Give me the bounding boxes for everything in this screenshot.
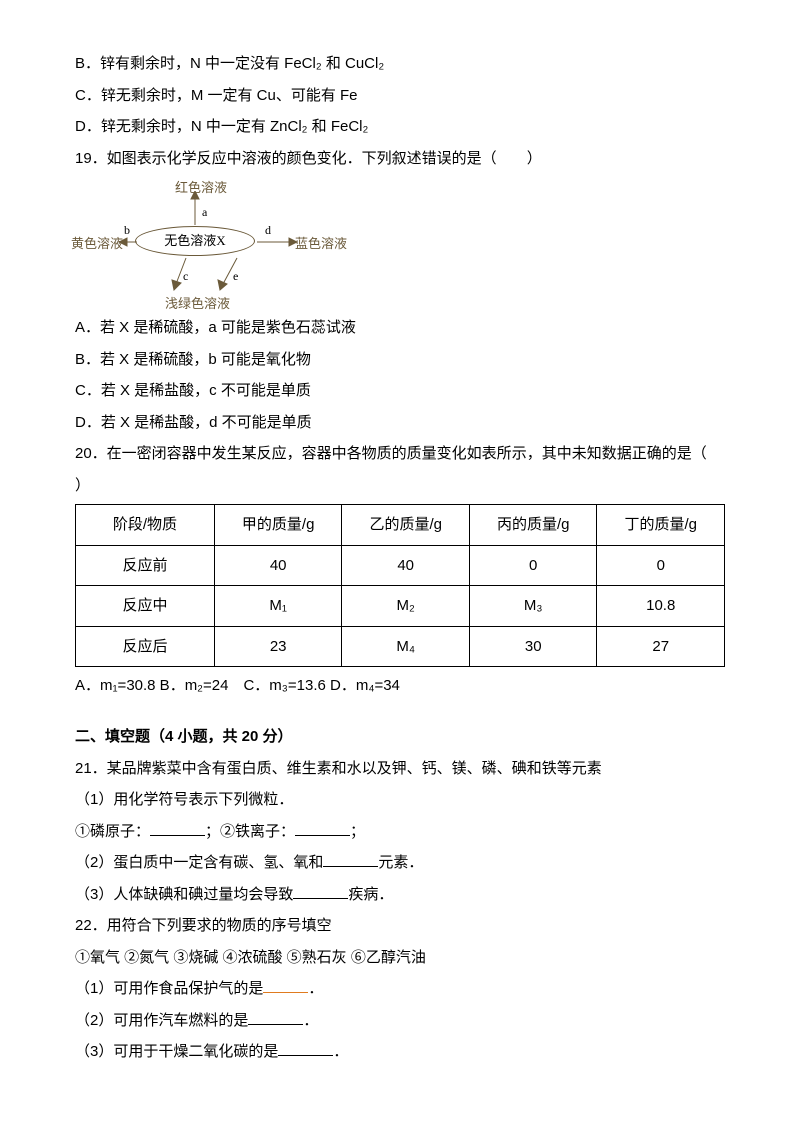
table-cell: 10.8 xyxy=(597,586,725,627)
q21-p2b: 元素． xyxy=(378,854,423,871)
table-cell: M₁ xyxy=(214,586,342,627)
arrow-a xyxy=(188,191,202,227)
table-row: 阶段/物质 甲的质量/g 乙的质量/g 丙的质量/g 丁的质量/g xyxy=(76,505,725,546)
diagram-center-label: 无色溶液X xyxy=(135,226,255,256)
table-header: 丙的质量/g xyxy=(469,505,597,546)
q21-p3b: 疾病． xyxy=(348,886,393,903)
lbl-d: d xyxy=(265,218,271,243)
q21-p2a: （2）蛋白质中一定含有碳、氢、氧和 xyxy=(75,854,323,871)
table-cell: M₂ xyxy=(342,586,470,627)
table-cell: 反应后 xyxy=(76,626,215,667)
q19-option-b: B．若 X 是稀硫酸，b 可能是氧化物 xyxy=(75,344,725,376)
table-cell: 40 xyxy=(214,545,342,586)
table-header: 乙的质量/g xyxy=(342,505,470,546)
diagram-left-label: 黄色溶液 xyxy=(71,230,123,257)
fill-blank[interactable] xyxy=(263,978,308,993)
q21-p1c: ； xyxy=(350,823,365,840)
q22-p3a: （3）可用于干燥二氧化碳的是 xyxy=(75,1043,278,1060)
q21-p1b: ；②铁离子： xyxy=(205,823,295,840)
q21-p1a: ①磷原子： xyxy=(75,823,150,840)
table-header: 阶段/物质 xyxy=(76,505,215,546)
q22-p1: （1）可用作食品保护气的是 ． xyxy=(75,973,725,1005)
fill-blank[interactable] xyxy=(248,1010,303,1025)
table-cell: 30 xyxy=(469,626,597,667)
diagram-bottom-label: 浅绿色溶液 xyxy=(165,290,230,317)
q21-p3: （3）人体缺碘和碘过量均会导致 疾病． xyxy=(75,879,725,911)
q19-diagram: 红色溶液 黄色溶液 蓝色溶液 浅绿色溶液 无色溶液X a b d c e xyxy=(75,178,365,308)
q21-p1: （1）用化学符号表示下列微粒． xyxy=(75,784,725,816)
table-cell: M₄ xyxy=(342,626,470,667)
section-2-title: 二、填空题（4 小题，共 20 分） xyxy=(75,721,725,753)
table-cell: 0 xyxy=(469,545,597,586)
q21-stem: 21．某品牌紫菜中含有蛋白质、维生素和水以及钾、钙、镁、磷、碘和铁等元素 xyxy=(75,753,725,785)
q20-stem-2: ） xyxy=(75,470,725,502)
q22-p2b: ． xyxy=(303,1012,318,1029)
q20-stem-1: 20．在一密闭容器中发生某反应，容器中各物质的质量变化如表所示，其中未知数据正确… xyxy=(75,438,725,470)
q22-p1a: （1）可用作食品保护气的是 xyxy=(75,980,263,997)
q22-p2a: （2）可用作汽车燃料的是 xyxy=(75,1012,248,1029)
fill-blank[interactable] xyxy=(323,852,378,867)
arrow-c xyxy=(170,256,194,292)
diagram-right-label: 蓝色溶液 xyxy=(295,230,347,257)
table-row: 反应中 M₁ M₂ M₃ 10.8 xyxy=(76,586,725,627)
fill-blank[interactable] xyxy=(150,821,205,836)
q20-table: 阶段/物质 甲的质量/g 乙的质量/g 丙的质量/g 丁的质量/g 反应前 40… xyxy=(75,504,725,667)
q19-option-d: D．若 X 是稀盐酸，d 不可能是单质 xyxy=(75,407,725,439)
table-header: 丁的质量/g xyxy=(597,505,725,546)
table-cell: 反应前 xyxy=(76,545,215,586)
table-cell: 0 xyxy=(597,545,725,586)
q22-p3: （3）可用于干燥二氧化碳的是 ． xyxy=(75,1036,725,1068)
arrow-d xyxy=(255,235,297,249)
q22-p1b: ． xyxy=(308,980,323,997)
q22-p2: （2）可用作汽车燃料的是 ． xyxy=(75,1005,725,1037)
table-cell: 反应中 xyxy=(76,586,215,627)
blank-line xyxy=(75,702,725,722)
q18-option-c: C．锌无剩余时，M 一定有 Cu、可能有 Fe xyxy=(75,80,725,112)
q18-option-b: B．锌有剩余时，N 中一定没有 FeCl₂ 和 CuCl₂ xyxy=(75,48,725,80)
q19-option-c: C．若 X 是稀盐酸，c 不可能是单质 xyxy=(75,375,725,407)
fill-blank[interactable] xyxy=(295,821,350,836)
fill-blank[interactable] xyxy=(278,1041,333,1056)
table-cell: 40 xyxy=(342,545,470,586)
table-row: 反应前 40 40 0 0 xyxy=(76,545,725,586)
table-header: 甲的质量/g xyxy=(214,505,342,546)
table-cell: 23 xyxy=(214,626,342,667)
lbl-e: e xyxy=(233,264,238,289)
table-row: 反应后 23 M₄ 30 27 xyxy=(76,626,725,667)
lbl-a: a xyxy=(202,200,207,225)
table-cell: 27 xyxy=(597,626,725,667)
q21-p2: （2）蛋白质中一定含有碳、氢、氧和 元素． xyxy=(75,847,725,879)
q22-stem: 22．用符合下列要求的物质的序号填空 xyxy=(75,910,725,942)
q20-options: A．m₁=30.8 B．m₂=24 C．m₃=13.6 D．m₄=34 xyxy=(75,670,725,702)
q22-p3b: ． xyxy=(333,1043,348,1060)
lbl-c: c xyxy=(183,264,188,289)
q21-p3a: （3）人体缺碘和碘过量均会导致 xyxy=(75,886,293,903)
q19-stem: 19．如图表示化学反应中溶液的颜色变化．下列叙述错误的是（ ） xyxy=(75,143,725,175)
lbl-b: b xyxy=(124,218,130,243)
q22-list: ①氧气 ②氮气 ③烧碱 ④浓硫酸 ⑤熟石灰 ⑥乙醇汽油 xyxy=(75,942,725,974)
q18-option-d: D．锌无剩余时，N 中一定有 ZnCl₂ 和 FeCl₂ xyxy=(75,111,725,143)
q21-p1-sub: ①磷原子： ；②铁离子： ； xyxy=(75,816,725,848)
fill-blank[interactable] xyxy=(293,884,348,899)
table-cell: M₃ xyxy=(469,586,597,627)
